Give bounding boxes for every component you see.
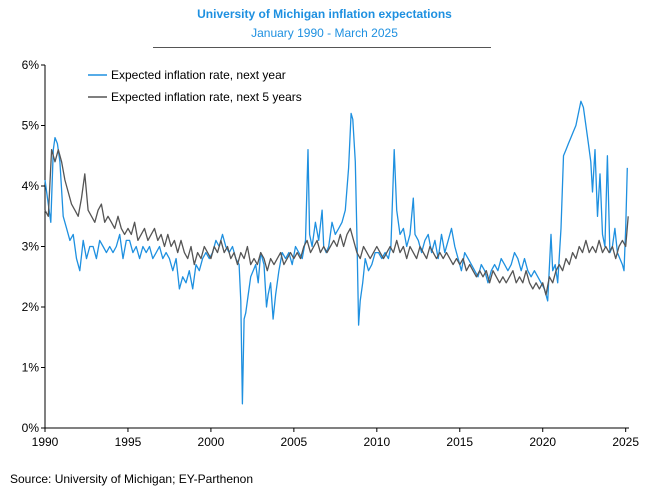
y-tick-label: 6% [22,58,40,72]
y-tick-label: 5% [22,119,40,133]
x-tick-label: 1990 [32,435,59,449]
x-tick-label: 2020 [529,435,556,449]
y-tick-label: 4% [22,179,40,193]
x-tick-label: 2025 [612,435,639,449]
chart-subtitle: January 1990 - March 2025 [251,26,398,40]
title-underline [153,47,491,48]
x-tick-label: 2015 [446,435,473,449]
x-tick-label: 1995 [115,435,142,449]
y-tick-label: 1% [22,361,40,375]
y-tick-label: 0% [22,421,40,435]
source-note: Source: University of Michigan; EY-Parth… [10,472,254,486]
x-tick-label: 2005 [281,435,308,449]
chart-title: University of Michigan inflation expecta… [197,7,452,21]
series-line-1 [44,100,628,405]
x-tick-label: 2010 [363,435,390,449]
legend-label-2: Expected inflation rate, next 5 years [111,90,302,104]
y-tick-label: 3% [22,240,40,254]
y-tick-label: 2% [22,300,40,314]
series-line-2 [44,149,629,296]
x-tick-label: 2000 [198,435,225,449]
legend-label-1: Expected inflation rate, next year [111,68,286,82]
